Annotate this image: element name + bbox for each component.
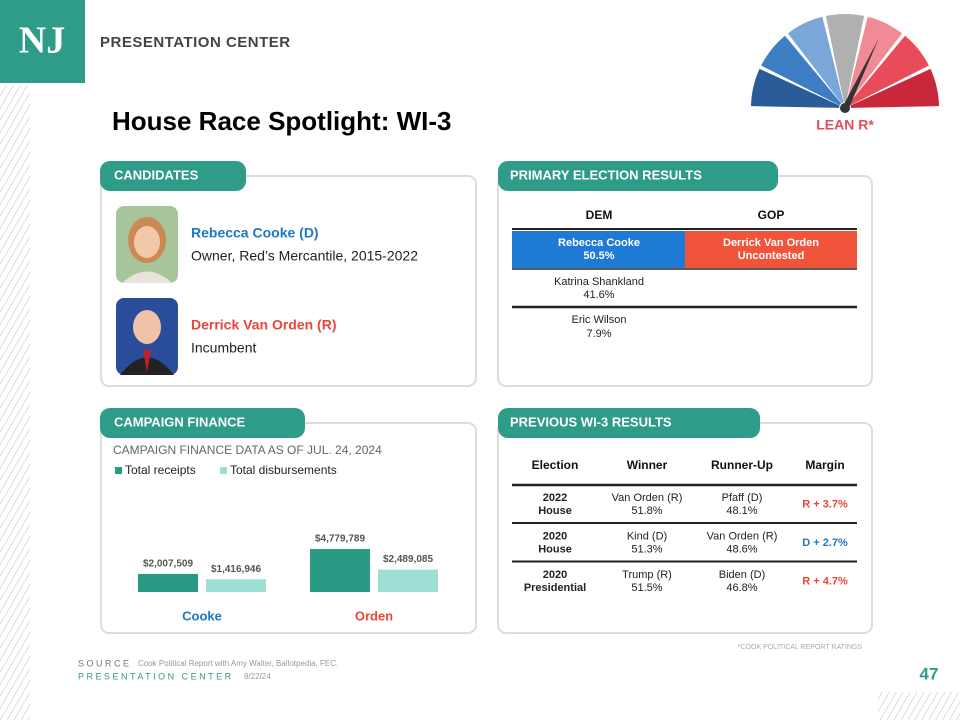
tab — [100, 408, 305, 438]
cell: 48.1% — [726, 505, 757, 517]
data-label: $1,416,946 — [211, 564, 261, 575]
gauge-needle — [842, 38, 879, 110]
cell: Trump (R) — [622, 569, 672, 581]
cell: 50.5% — [583, 250, 614, 262]
winner-cell — [512, 231, 685, 268]
cell: Eric Wilson — [571, 314, 626, 326]
gauge-hub — [840, 103, 850, 113]
brand: PRESENTATION CENTER — [100, 34, 291, 51]
gauge-segment — [787, 16, 844, 104]
date: 8/22/24 — [244, 672, 271, 681]
cell: Biden (D) — [719, 569, 765, 581]
bar — [378, 569, 438, 592]
source-label: SOURCE — [78, 658, 132, 668]
logo — [0, 0, 85, 83]
winner-cell — [685, 231, 857, 268]
cell: 2022 — [543, 492, 567, 504]
gauge-segment — [761, 35, 842, 106]
column-header: DEM — [586, 208, 613, 222]
cell: Presidential — [524, 582, 586, 594]
category-label: Cooke — [182, 608, 222, 623]
data-label: $4,779,789 — [315, 534, 365, 545]
panel — [100, 175, 477, 387]
bar — [138, 573, 198, 592]
heading: CAMPAIGN FINANCE — [114, 414, 246, 429]
bar — [310, 549, 370, 592]
tab — [498, 161, 778, 191]
heading: PREVIOUS WI-3 RESULTS — [510, 414, 672, 429]
cell: 51.8% — [631, 505, 662, 517]
legend-label: Total receipts — [125, 463, 196, 477]
legend-swatch — [115, 467, 122, 474]
cell: 2020 — [543, 530, 567, 542]
cell: Van Orden (R) — [707, 530, 778, 542]
footer-brand: PRESENTATION CENTER — [78, 671, 234, 681]
source: Cook Political Report with Amy Walter, B… — [138, 659, 338, 668]
chart: Total receipts Total disbursements $2,007,… — [115, 463, 438, 623]
bar — [206, 579, 266, 592]
gauge-segment — [846, 16, 903, 104]
page-number: 47 — [920, 664, 939, 683]
margin: D + 2.7% — [802, 537, 848, 549]
cell: 46.8% — [726, 582, 757, 594]
cell: 7.9% — [586, 328, 611, 340]
logo-text: NJ — [19, 20, 65, 62]
column-header: Margin — [805, 458, 844, 472]
column-header: GOP — [758, 208, 785, 222]
cell: Katrina Shankland — [554, 276, 644, 288]
column-header: Election — [532, 458, 579, 472]
cell: Van Orden (R) — [612, 492, 683, 504]
candidate-name: Rebecca Cooke (D) — [191, 225, 319, 241]
cell: 51.3% — [631, 543, 662, 555]
cell: Derrick Van Orden — [723, 237, 819, 249]
gauge-segment — [825, 14, 865, 103]
heading: CANDIDATES — [114, 167, 199, 182]
tab — [498, 408, 760, 438]
candidate-description: Owner, Red’s Mercantile, 2015-2022 — [191, 248, 418, 264]
cell: Uncontested — [738, 250, 805, 262]
cell: Rebecca Cooke — [558, 237, 640, 249]
cell: House — [538, 505, 572, 517]
heading: PRIMARY ELECTION RESULTS — [510, 167, 702, 182]
note: *COOK POLITICAL REPORT RATINGS — [738, 644, 863, 651]
tab — [100, 161, 246, 191]
rating: LEAN R* — [816, 117, 874, 133]
cell: 48.6% — [726, 543, 757, 555]
legend-label: Total disbursements — [230, 463, 337, 477]
photo — [116, 298, 178, 375]
margin: R + 3.7% — [802, 498, 848, 510]
results-table: Election Winner Runner-Up Margin2022HouseVa… — [512, 458, 857, 594]
cell: 51.5% — [631, 582, 662, 594]
gauge-segment — [850, 68, 939, 108]
title: House Race Spotlight: WI-3 — [112, 106, 451, 136]
data-label: $2,489,085 — [383, 554, 433, 565]
cell: House — [538, 543, 572, 555]
data-label: $2,007,509 — [143, 559, 193, 570]
column-header: Winner — [627, 458, 668, 472]
category-label: Orden — [355, 608, 393, 623]
legend-swatch — [220, 467, 227, 474]
cell: 2020 — [543, 569, 567, 581]
cell: 41.6% — [583, 289, 614, 301]
hatch — [0, 85, 30, 720]
cell: Kind (D) — [627, 530, 667, 542]
gauge-segment — [848, 35, 929, 106]
margin: R + 4.7% — [802, 575, 848, 587]
gauge-segment — [751, 68, 840, 108]
column-header: Runner-Up — [711, 458, 773, 472]
panel — [497, 422, 873, 634]
rating-gauge — [751, 14, 939, 113]
chart-subtitle: CAMPAIGN FINANCE DATA AS OF JUL. 24, 202… — [113, 443, 382, 457]
photo — [116, 206, 178, 283]
hatch — [878, 692, 960, 720]
candidate-name: Derrick Van Orden (R) — [191, 317, 337, 333]
cell: Pfaff (D) — [722, 492, 763, 504]
candidate-description: Incumbent — [191, 340, 256, 356]
